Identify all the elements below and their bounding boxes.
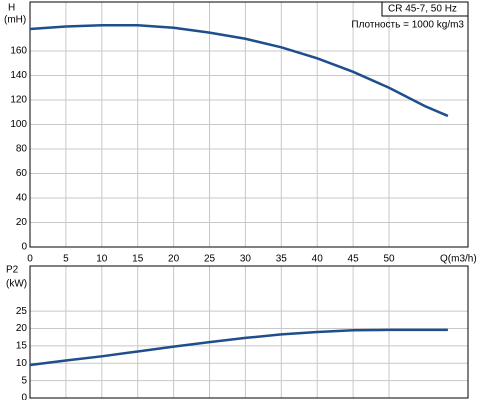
- y-tick-label: 5: [21, 375, 27, 386]
- y-tick-label: 25: [16, 306, 28, 317]
- y-tick-label: 0: [21, 393, 27, 400]
- y-tick-label: 160: [10, 46, 27, 57]
- x-tick-label: 0: [27, 254, 33, 265]
- curve: [29, 328, 448, 367]
- y-unit: (kW): [6, 279, 27, 290]
- x-tick-label: 10: [96, 254, 108, 265]
- x-tick-label: 15: [132, 254, 144, 265]
- plot-frame: [29, 1, 469, 248]
- y-tick-label: 140: [10, 70, 27, 81]
- y-tick-label: 100: [10, 119, 27, 130]
- y-tick-label: 60: [16, 168, 28, 179]
- legend-box: [381, 1, 469, 17]
- x-tick-label: 35: [276, 254, 288, 265]
- y-tick-label: 20: [16, 217, 28, 228]
- note: Плотность = 1000 kg/m3: [351, 20, 464, 31]
- y-tick-label: 0: [21, 242, 27, 253]
- x-tick-label: 45: [348, 254, 360, 265]
- y-label: H: [8, 3, 15, 14]
- x-tick-label: 25: [204, 254, 216, 265]
- x-label: Q(m3/h): [440, 254, 477, 265]
- y-tick-label: 120: [10, 95, 27, 106]
- y-tick-label: 80: [16, 144, 28, 155]
- y-label: P2: [6, 265, 19, 276]
- y-tick-label: 10: [16, 358, 28, 369]
- curve: [29, 24, 449, 118]
- x-tick-label: 20: [168, 254, 180, 265]
- x-tick-label: 5: [63, 254, 69, 265]
- y-tick-label: 15: [16, 341, 28, 352]
- legend-entry: CR 45-7, 50 Hz: [388, 4, 457, 15]
- y-tick-label: 40: [16, 193, 28, 204]
- x-tick-label: 30: [240, 254, 252, 265]
- x-tick-label: 40: [312, 254, 324, 265]
- y-unit: (mH): [4, 15, 26, 26]
- x-tick-label: 50: [383, 254, 395, 265]
- plot-frame: [29, 265, 469, 399]
- y-tick-label: 20: [16, 323, 28, 334]
